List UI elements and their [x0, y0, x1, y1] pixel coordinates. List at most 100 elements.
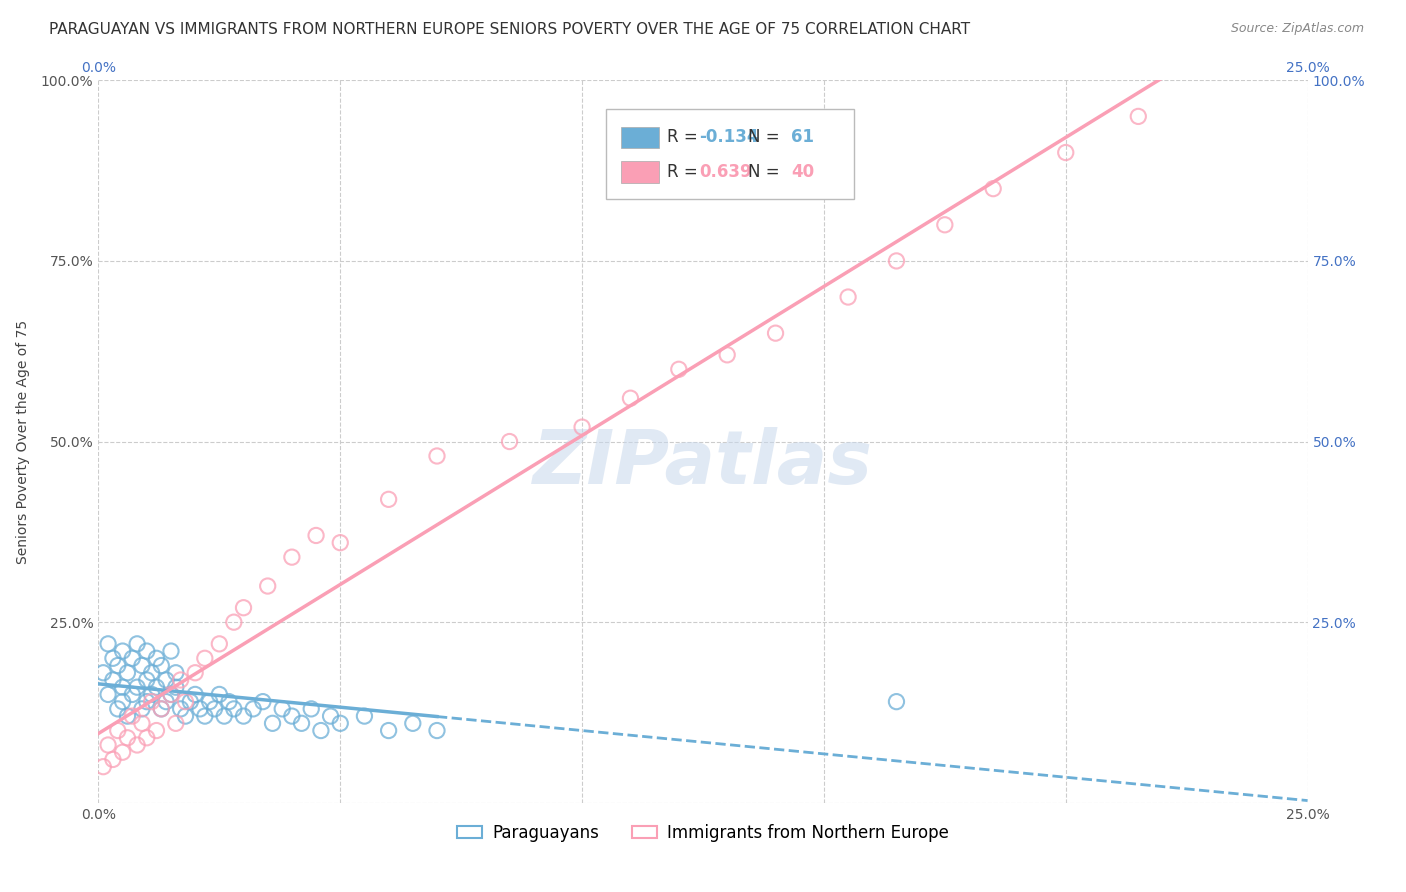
Point	[619, 391, 641, 405]
Point	[252, 695, 274, 709]
Point	[150, 702, 173, 716]
Point	[353, 709, 375, 723]
Point	[97, 738, 120, 752]
Point	[160, 644, 183, 658]
Point	[981, 182, 1004, 196]
Point	[668, 362, 690, 376]
Point	[208, 637, 231, 651]
Point	[194, 651, 217, 665]
Point	[111, 695, 134, 709]
Text: N =: N =	[748, 128, 785, 146]
Point	[169, 702, 191, 716]
Point	[155, 695, 177, 709]
Point	[141, 695, 163, 709]
Point	[131, 702, 153, 716]
Point	[765, 326, 787, 340]
Text: ZIPatlas: ZIPatlas	[533, 426, 873, 500]
Point	[97, 687, 120, 701]
FancyBboxPatch shape	[606, 109, 855, 200]
Point	[174, 709, 197, 723]
Point	[571, 420, 593, 434]
Text: N =: N =	[748, 163, 785, 181]
Point	[117, 665, 139, 680]
Point	[305, 528, 328, 542]
Point	[222, 702, 245, 716]
Point	[426, 723, 449, 738]
Point	[309, 723, 332, 738]
Point	[498, 434, 520, 449]
Point	[165, 665, 187, 680]
Point	[218, 695, 240, 709]
Point	[837, 290, 859, 304]
Point	[188, 702, 211, 716]
Point	[145, 680, 167, 694]
Point	[934, 218, 956, 232]
Point	[194, 709, 217, 723]
FancyBboxPatch shape	[621, 127, 659, 148]
Point	[111, 745, 134, 759]
Point	[121, 651, 143, 665]
Point	[101, 752, 124, 766]
Y-axis label: Seniors Poverty Over the Age of 75: Seniors Poverty Over the Age of 75	[15, 319, 30, 564]
Point	[107, 658, 129, 673]
Point	[127, 637, 149, 651]
Point	[232, 709, 254, 723]
Point	[160, 687, 183, 701]
Point	[169, 673, 191, 687]
Point	[402, 716, 425, 731]
Point	[135, 731, 157, 745]
Point	[131, 658, 153, 673]
Point	[1054, 145, 1077, 160]
Point	[204, 702, 226, 716]
Point	[141, 665, 163, 680]
Point	[299, 702, 322, 716]
Point	[212, 709, 235, 723]
Point	[319, 709, 342, 723]
Point	[208, 687, 231, 701]
Point	[262, 716, 284, 731]
Text: -0.134: -0.134	[699, 128, 759, 146]
Point	[232, 600, 254, 615]
Text: R =: R =	[666, 163, 703, 181]
Point	[135, 673, 157, 687]
Text: Source: ZipAtlas.com: Source: ZipAtlas.com	[1230, 22, 1364, 36]
Point	[145, 723, 167, 738]
Point	[184, 665, 207, 680]
Point	[117, 709, 139, 723]
Point	[127, 680, 149, 694]
Point	[271, 702, 294, 716]
Point	[281, 709, 304, 723]
Point	[377, 723, 399, 738]
Point	[198, 695, 221, 709]
Point	[135, 695, 157, 709]
Point	[160, 687, 183, 701]
Point	[150, 658, 173, 673]
Point	[377, 492, 399, 507]
Point	[886, 695, 908, 709]
Point	[121, 687, 143, 701]
Point	[97, 637, 120, 651]
Text: 40: 40	[792, 163, 814, 181]
Point	[165, 680, 187, 694]
FancyBboxPatch shape	[621, 161, 659, 183]
Point	[174, 695, 197, 709]
Point	[155, 673, 177, 687]
Text: R =: R =	[666, 128, 703, 146]
Point	[329, 535, 352, 549]
Point	[131, 716, 153, 731]
Point	[886, 253, 908, 268]
Text: PARAGUAYAN VS IMMIGRANTS FROM NORTHERN EUROPE SENIORS POVERTY OVER THE AGE OF 75: PARAGUAYAN VS IMMIGRANTS FROM NORTHERN E…	[49, 22, 970, 37]
Point	[101, 651, 124, 665]
Point	[107, 723, 129, 738]
Point	[117, 731, 139, 745]
Legend: Paraguayans, Immigrants from Northern Europe: Paraguayans, Immigrants from Northern Eu…	[450, 817, 956, 848]
Point	[1128, 110, 1150, 124]
Point	[111, 680, 134, 694]
Point	[107, 702, 129, 716]
Point	[222, 615, 245, 630]
Point	[121, 709, 143, 723]
Point	[145, 651, 167, 665]
Point	[135, 644, 157, 658]
Point	[127, 738, 149, 752]
Point	[256, 579, 278, 593]
